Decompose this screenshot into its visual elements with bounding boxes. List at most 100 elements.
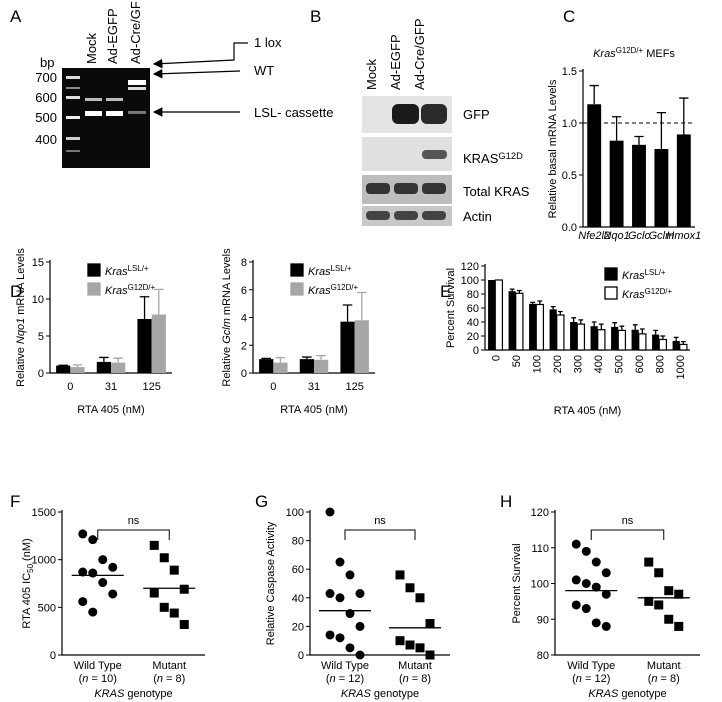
bar <box>56 365 71 373</box>
significance-bracket <box>97 529 170 540</box>
significance-bracket <box>344 529 416 540</box>
text-part: G12D/+ <box>616 46 644 55</box>
bar <box>70 367 85 373</box>
point <box>581 604 591 614</box>
point <box>591 582 601 592</box>
text-part: = 8) <box>163 673 185 685</box>
bar <box>151 314 166 373</box>
error-bar <box>619 325 625 331</box>
text-part: Gclm <box>221 318 233 344</box>
text-part: = 8) <box>657 673 679 685</box>
row-label: Total KRAS <box>463 184 530 199</box>
text-part: Total KRAS <box>463 184 530 199</box>
x-tick-label: 800 <box>654 355 666 373</box>
bar <box>354 320 369 373</box>
y-tick-label: 500 <box>38 602 56 614</box>
text-part: n <box>330 673 336 685</box>
legend-label: KrasG12D/+ <box>105 283 155 297</box>
text-part: ( <box>153 673 157 685</box>
x-tick-label: Gclc <box>628 230 651 242</box>
text-part: RTA 405 (nM) <box>554 405 621 417</box>
point <box>149 540 159 550</box>
text-part: genotype <box>618 688 666 700</box>
point <box>88 535 98 545</box>
bar <box>658 338 668 351</box>
error-bar <box>99 356 109 362</box>
text-part: Kras <box>308 266 331 278</box>
text-part: Kras <box>622 289 645 301</box>
annotation: WT <box>254 63 274 78</box>
n-label: (n = 12) <box>326 673 364 685</box>
bar <box>535 303 545 351</box>
x-tick-label: 300 <box>572 355 584 373</box>
bar <box>654 149 669 227</box>
lane-label: Mock <box>364 58 379 90</box>
x-tick-label: Hmox1 <box>666 230 701 242</box>
point <box>98 555 108 565</box>
y-axis-label: Percent Survival <box>511 543 523 623</box>
y-axis-label: Relative Caspase Activity <box>265 521 277 645</box>
panel-letter: G <box>255 492 268 511</box>
n-label: (n = 10) <box>79 673 117 685</box>
panel-letter: B <box>310 7 321 26</box>
x-tick-label: Wild Type <box>321 660 369 672</box>
row-label: GFP <box>463 107 490 122</box>
ladder-label: 500 <box>35 110 57 125</box>
point <box>78 567 88 577</box>
legend-swatch <box>87 263 101 277</box>
point <box>405 640 415 650</box>
text-part: ( <box>79 673 83 685</box>
y-tick-label: 20 <box>292 621 304 633</box>
legend-label: KrasLSL/+ <box>622 268 666 282</box>
x-axis-label: KRAS genotype <box>588 688 666 700</box>
x-tick-label: 125 <box>142 381 160 393</box>
point <box>108 562 118 572</box>
point <box>159 602 169 612</box>
bar <box>679 343 688 351</box>
text-part: RTA 405 (nM) <box>280 404 347 416</box>
x-tick-label: Mutant <box>152 660 186 672</box>
y-tick-label: 5 <box>38 331 44 343</box>
n-label: (n = 8) <box>153 673 185 685</box>
text-part: mRNA Levels <box>15 248 27 318</box>
y-axis-label: Percent Survival <box>445 268 457 348</box>
error-bar <box>571 317 577 322</box>
legend-swatch <box>604 286 618 300</box>
y-tick-label: 0.0 <box>562 222 577 234</box>
error-bar <box>634 135 644 145</box>
point <box>601 621 611 631</box>
y-tick-label: 1.5 <box>562 66 577 78</box>
point <box>571 600 581 610</box>
row-label: KRASG12D <box>463 151 523 166</box>
text-part: Kras <box>105 285 128 297</box>
point <box>179 619 189 629</box>
y-tick-label: 0 <box>50 650 56 662</box>
significance-label: ns <box>622 515 634 527</box>
text-part: ( <box>326 673 330 685</box>
significance-label: ns <box>374 515 386 527</box>
text-part: = 12) <box>336 673 364 685</box>
panel-letter: A <box>10 7 22 26</box>
legend-label: KrasLSL/+ <box>105 264 149 278</box>
bar <box>570 322 578 350</box>
text-part: n <box>576 673 582 685</box>
panel-letter: C <box>563 7 575 26</box>
error-bar <box>653 329 659 335</box>
text-part: genotype <box>124 688 172 700</box>
legend-label: KrasLSL/+ <box>308 264 352 278</box>
y-tick-label: 80 <box>537 650 549 662</box>
point <box>395 570 405 580</box>
bar <box>137 318 152 373</box>
y-tick-label: 0 <box>473 345 479 357</box>
point <box>78 597 88 607</box>
error-bar <box>639 328 645 334</box>
y-tick-label: 1000 <box>32 555 56 567</box>
point <box>571 539 581 549</box>
y-tick-label: 120 <box>531 507 549 519</box>
y-tick-label: 1500 <box>32 507 56 519</box>
x-tick-label: 50 <box>511 355 523 367</box>
text-part: = 12) <box>582 673 610 685</box>
x-tick-label: 600 <box>634 355 646 373</box>
bar <box>273 362 288 373</box>
